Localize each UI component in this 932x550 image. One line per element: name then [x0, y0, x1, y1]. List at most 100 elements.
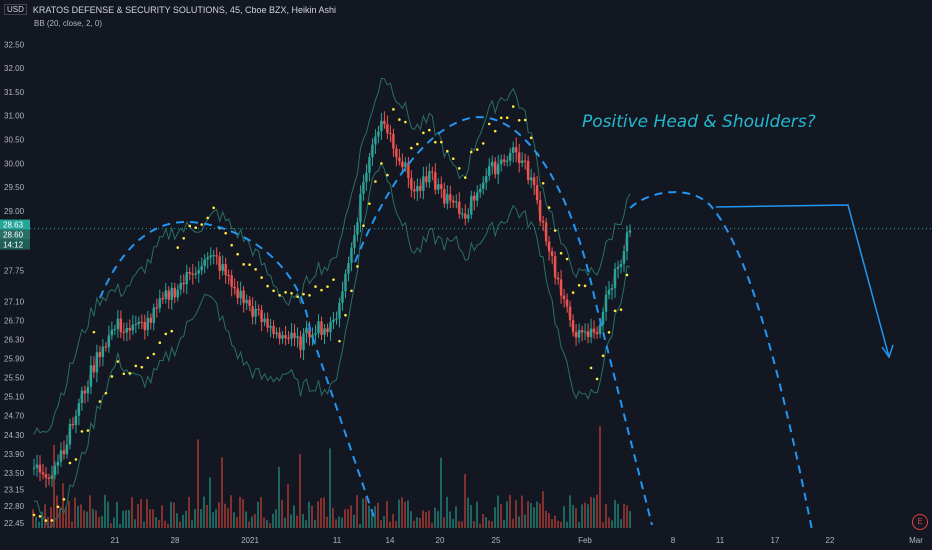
volume-bar	[221, 457, 223, 528]
volume-bar	[188, 496, 190, 528]
candle-body	[278, 332, 281, 339]
candle-body	[290, 332, 293, 339]
candle-body	[254, 308, 257, 317]
candle-body	[586, 331, 590, 338]
psar-dot	[344, 313, 347, 317]
volume-bar	[368, 505, 370, 528]
volume-bar	[308, 501, 310, 528]
volume-bar	[479, 523, 481, 528]
y-tick-label: 23.50	[4, 469, 25, 478]
candle-body	[616, 266, 620, 269]
volume-bar	[476, 501, 478, 528]
earnings-button[interactable]: E	[912, 514, 928, 530]
volume-bar	[125, 510, 127, 528]
candle-body	[500, 159, 503, 165]
right-shoulder-arc	[629, 191, 813, 531]
head-arc	[354, 116, 653, 526]
volume-bar	[599, 426, 601, 528]
volume-bar	[194, 509, 196, 528]
volume-bar	[413, 520, 415, 528]
x-tick-label: 25	[492, 536, 501, 545]
candle-body	[281, 335, 284, 339]
volume-bar	[98, 516, 100, 528]
volume-bar	[437, 511, 439, 528]
psar-dot	[212, 206, 215, 210]
volume-bar	[584, 502, 586, 528]
candle-body	[362, 182, 365, 194]
volume-bar	[32, 509, 34, 528]
volume-bar	[500, 504, 502, 528]
psar-dot	[266, 284, 269, 288]
candle-body	[559, 279, 563, 296]
psar-dot	[368, 202, 371, 205]
volume-bar	[80, 504, 82, 528]
psar-dot	[410, 146, 413, 150]
candle-body	[293, 332, 296, 338]
candle-body	[101, 346, 105, 358]
candle-body	[365, 172, 368, 183]
psar-dot	[314, 285, 317, 288]
volume-bar	[269, 523, 271, 528]
candle-body	[161, 298, 164, 300]
volume-bar	[146, 499, 148, 528]
candle-body	[577, 329, 581, 338]
volume-bar	[140, 499, 142, 528]
candle-body	[595, 332, 599, 334]
psar-dot	[122, 372, 126, 376]
volume-bar	[629, 511, 631, 528]
psar-dot	[565, 257, 569, 261]
target-arrow-line	[715, 204, 890, 358]
volume-bar	[344, 509, 346, 528]
candle-body	[263, 318, 266, 323]
psar-dot	[386, 173, 389, 177]
psar-dot	[428, 128, 431, 132]
volume-bar	[494, 507, 496, 528]
volume-bar	[560, 521, 562, 528]
volume-bar	[251, 516, 253, 528]
candle-body	[401, 161, 404, 168]
candle-body	[601, 311, 605, 325]
volume-bar	[113, 517, 115, 528]
candle-body	[200, 266, 203, 271]
candle-body	[538, 200, 542, 221]
psar-dot	[188, 224, 192, 228]
candle-body	[86, 386, 90, 394]
candle-body	[509, 152, 512, 161]
candle-body	[359, 193, 362, 223]
volume-bar	[260, 496, 262, 528]
candle-body	[428, 171, 431, 183]
x-tick-label: Feb	[578, 536, 592, 545]
volume-bar	[365, 496, 367, 528]
indicator-label[interactable]: BB (20, close, 2, 0)	[34, 19, 103, 28]
candle-body	[164, 290, 167, 299]
volume-bar	[563, 506, 565, 528]
psar-dot	[242, 263, 245, 266]
candle-body	[398, 157, 401, 162]
candle-body	[305, 327, 308, 334]
candle-body	[218, 256, 221, 271]
candle-body	[212, 255, 215, 257]
candle-body	[77, 402, 81, 416]
candle-body	[386, 124, 389, 133]
psar-dot	[404, 120, 407, 124]
psar-dot	[182, 236, 186, 240]
candle-body	[74, 415, 78, 426]
volume-bar	[92, 509, 94, 528]
psar-dot	[607, 331, 611, 334]
y-tick-label: 22.45	[4, 519, 25, 528]
volume-bar	[191, 520, 193, 528]
volume-bar	[95, 510, 97, 528]
candle-body	[167, 290, 170, 300]
psar-dot	[553, 229, 557, 232]
volume-bar	[242, 499, 244, 528]
candle-body	[296, 336, 299, 338]
volume-bar	[209, 477, 211, 528]
x-tick-label: 22	[826, 536, 835, 545]
candle-body	[592, 328, 596, 333]
candle-body	[470, 195, 473, 215]
currency-badge[interactable]: USD	[4, 4, 27, 15]
volume-bar	[44, 504, 46, 528]
volume-bar	[326, 516, 328, 528]
candle-body	[610, 288, 614, 290]
